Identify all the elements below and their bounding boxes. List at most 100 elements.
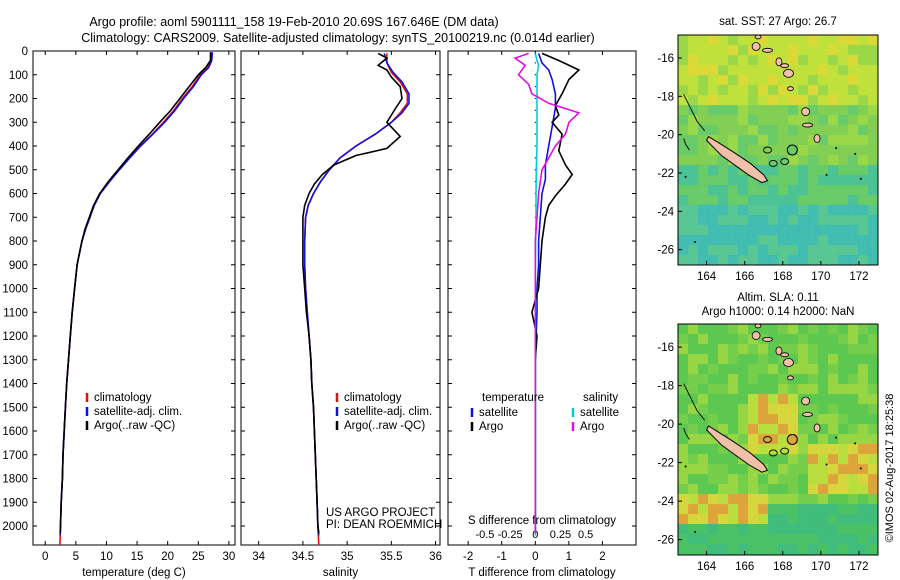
map-field-cell [718,155,729,166]
map-field-cell [758,454,769,465]
map-field-cell [748,35,759,46]
map-y-tick-label: -22 [657,168,674,180]
map-field-cell [758,225,769,236]
map-field-cell [688,464,699,475]
map-field-cell [748,115,759,126]
map-field-cell [768,125,779,136]
map-field-cell [718,474,729,485]
map-field-cell [838,165,849,176]
map-field-cell [688,185,699,196]
map-field-cell [708,65,719,76]
map-field-cell [728,175,739,186]
map-field-cell [768,474,779,485]
small-island-dot [684,175,687,178]
map-field-cell [738,135,749,146]
depth-tick-label: 1400 [2,379,28,391]
map-field-cell [868,414,878,425]
map-field-cell [738,544,749,555]
map-field-cell [698,145,709,156]
map-field-cell [678,504,689,515]
map-field-cell [858,85,869,96]
map-field-cell [778,175,789,186]
map-field-cell [788,514,799,525]
map-field-cell [828,55,839,66]
map-field-cell [728,235,739,246]
map-field-cell [788,354,799,365]
map-field-cell [728,524,739,535]
map-field-cell [748,354,759,365]
map-field-cell [818,185,829,196]
map-field-cell [788,384,799,395]
map-x-tick-label: 168 [773,561,792,573]
map-field-cell [708,394,719,405]
map-field-cell [818,95,829,106]
map-field-cell [768,434,779,445]
map-field-cell [778,75,789,86]
map-field-cell [708,185,719,196]
map-field-cell [678,494,689,505]
map-field-cell [838,324,849,335]
map-field-cell [718,225,729,236]
map-field-cell [788,474,799,485]
map-field-cell [798,55,809,66]
map-field-cell [868,65,878,76]
map-field-cell [748,215,759,226]
zero-reference-dot [534,157,536,159]
map-field-cell [808,45,819,56]
map-field-cell [858,514,869,525]
map-field-cell [768,534,779,545]
map-field-cell [748,404,759,415]
map-field-cell [678,165,689,176]
map-field-cell [818,434,829,445]
map-field-cell [798,344,809,355]
map-field-cell [818,354,829,365]
map-y-tick-label: -16 [657,342,674,354]
map-x-tick-label: 164 [697,271,717,283]
map-field-cell [798,215,809,226]
island-vanuatu [754,324,762,329]
map-y-tick-label: -18 [657,381,674,393]
map-field-cell [748,175,759,186]
map-field-cell [838,524,849,535]
map-field-cell [828,205,839,216]
map-field-cell [748,225,759,236]
map-field-cell [758,105,769,116]
map-field-cell [738,215,749,226]
island-new-caledonia [705,135,769,184]
map-field-cell [848,145,859,156]
map-field-cell [728,115,739,126]
map-field-cell [718,255,729,265]
map-field-cell [858,544,869,555]
map-field-cell [838,85,849,96]
map-field-cell [858,75,869,86]
map-field-cell [848,424,859,435]
argo-location-marker [786,144,798,156]
map-field-cell [698,524,709,535]
map-field-cell [748,105,759,116]
map-field-cell [738,414,749,425]
map-field-cell [718,55,729,66]
map-field-cell [828,35,839,46]
map-x-tick-label: 172 [849,271,868,283]
map-field-cell [738,404,749,415]
map-field-cell [798,185,809,196]
map-field-cell [768,225,779,236]
s-diff-tick-label: 0.5 [578,529,593,541]
map-field-cell [788,245,799,256]
map-field-cell [768,235,779,246]
map-field-cell [848,185,859,196]
map-field-cell [688,175,699,186]
map-field-cell [698,65,709,76]
reef-outline [780,158,790,165]
map-field-cell [718,514,729,525]
map-field-cell [798,175,809,186]
map-field-cell [768,115,779,126]
map-panel-2: 164 166 168 170 172 -16 -18 -20 -22 -24 -26 Altim. … [657,292,879,573]
map-x-tick-label: 168 [773,271,792,283]
map-field-cell [778,394,789,405]
map-field-cell [778,534,789,545]
map-field-cell [818,215,829,226]
map-field-cell [828,145,839,156]
map-field-cell [848,245,859,256]
map-field-cell [808,514,819,525]
